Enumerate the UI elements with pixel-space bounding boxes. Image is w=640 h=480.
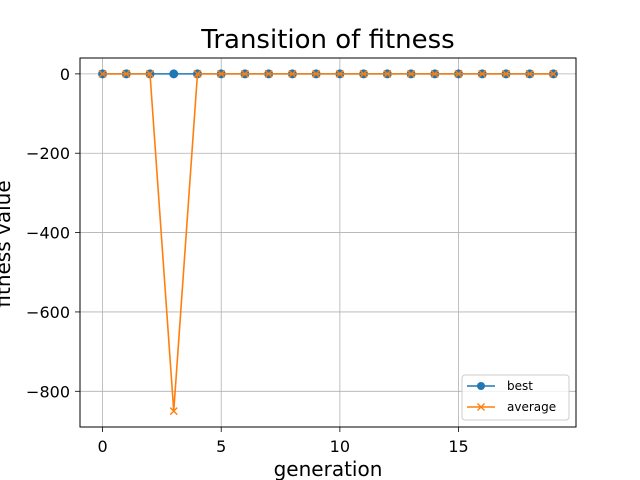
data-point-average (430, 69, 439, 78)
data-point-average (383, 69, 392, 78)
data-point-average (359, 69, 368, 78)
data-point-average (217, 69, 226, 78)
data-point-average (407, 69, 416, 78)
data-point-average (288, 69, 297, 78)
y-axis-label: fitness value (0, 180, 15, 307)
y-tick-label: −800 (26, 382, 70, 401)
data-point-average (312, 69, 321, 78)
data-point-average (501, 69, 510, 78)
y-tick-label: −200 (26, 144, 70, 163)
legend-label-average: average (507, 400, 556, 414)
plot-frame (79, 57, 577, 428)
legend-label-best: best (507, 379, 533, 393)
x-tick-label: 15 (448, 437, 468, 456)
x-tick-label: 10 (330, 437, 350, 456)
ticks: 0 5 10 15 0 −200 −400 −600 −800 (26, 65, 469, 456)
y-tick-label: 0 (60, 65, 70, 84)
x-tick-label: 5 (216, 437, 226, 456)
y-tick-label: −600 (26, 303, 70, 322)
data-point-average (240, 69, 249, 78)
data-point-average (264, 69, 273, 78)
data-point-average (478, 69, 487, 78)
data-point-best (169, 69, 179, 79)
legend-marker-best (477, 382, 485, 390)
data-point-average (169, 407, 178, 416)
data-point-average (146, 69, 155, 78)
data-point-average (335, 69, 344, 78)
legend-marker-average (477, 403, 485, 411)
data-point-average (454, 69, 463, 78)
grid (80, 58, 576, 427)
data-point-average (98, 69, 107, 78)
legend: best average (461, 374, 570, 421)
data-point-average (122, 69, 131, 78)
x-axis-label: generation (274, 457, 383, 480)
data-point-average (525, 69, 534, 78)
x-tick-label: 0 (97, 437, 107, 456)
data-point-average (549, 69, 558, 78)
series-layer (98, 69, 558, 416)
data-point-average (193, 69, 202, 78)
chart-title: Transition of fitness (200, 25, 454, 55)
y-tick-label: −400 (26, 224, 70, 243)
series-line-average (102, 73, 554, 412)
